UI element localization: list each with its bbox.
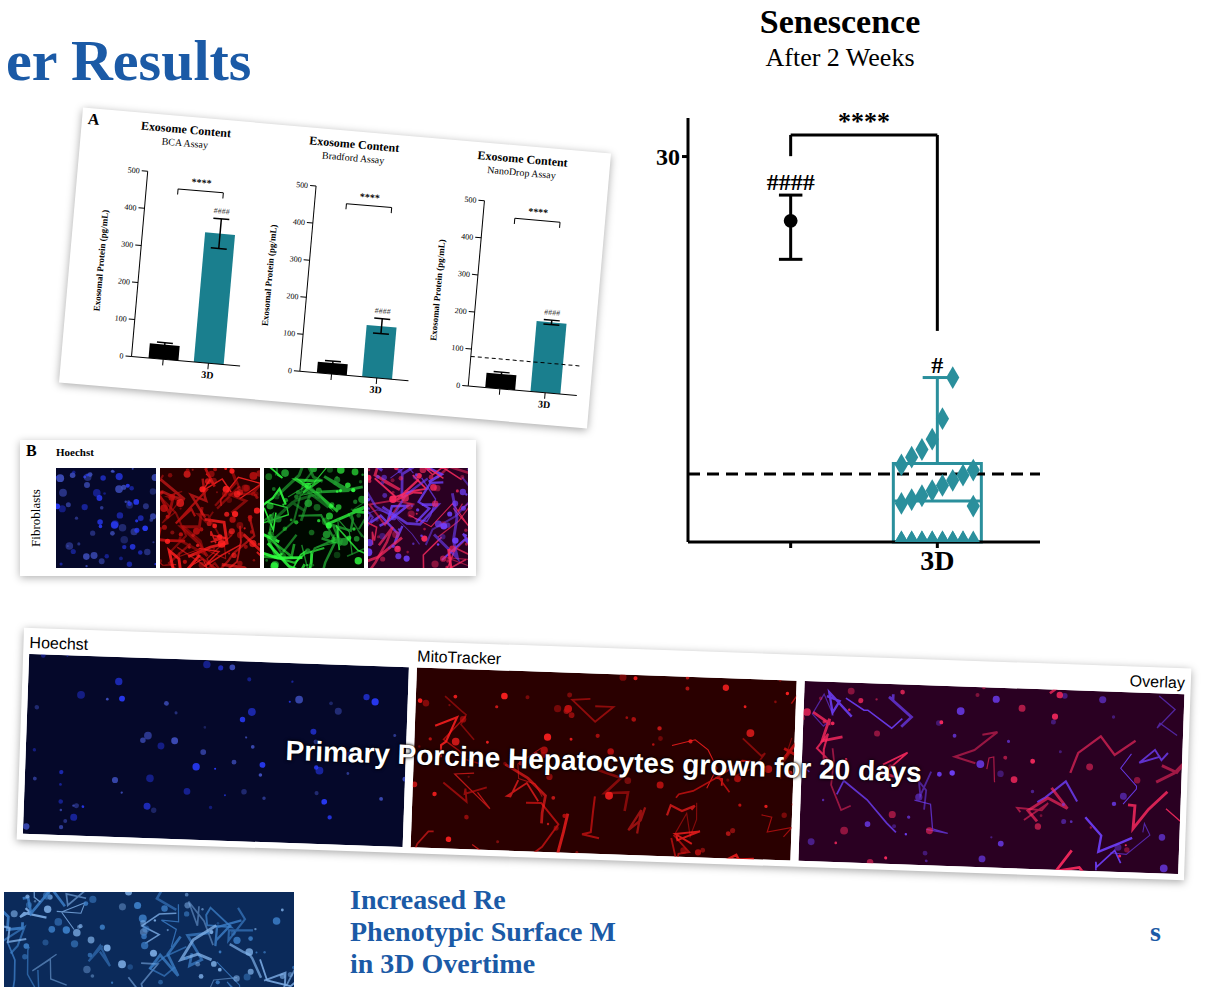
svg-text:Exosomal Protein (pg/mL): Exosomal Protein (pg/mL) (428, 239, 447, 341)
svg-text:30: 30 (656, 144, 680, 170)
svg-text:####: #### (374, 306, 391, 316)
html-text:Exosome Content: Exosome Content (308, 133, 400, 156)
svg-text:300: 300 (289, 254, 302, 264)
svg-text:500: 500 (464, 195, 477, 205)
html-text:Increased Re: Increased Re (350, 884, 506, 915)
svg-text:3D: 3D (920, 545, 954, 576)
html-text:Hoechst: Hoechst (56, 446, 94, 458)
html-text:s: s (1150, 916, 1161, 947)
svg-text:3D: 3D (538, 398, 551, 410)
svg-text:####: #### (213, 206, 230, 216)
html-text:Fibroblasts: Fibroblasts (28, 489, 43, 547)
svg-text:200: 200 (286, 291, 299, 301)
svg-text:500: 500 (127, 165, 140, 175)
svg-text:200: 200 (118, 277, 131, 287)
html-text:Bradford Assay: Bradford Assay (321, 149, 385, 166)
svg-text:Exosomal Protein (pg/mL): Exosomal Protein (pg/mL) (92, 209, 111, 311)
svg-text:500: 500 (296, 180, 309, 190)
html-text:in 3D Overtime: in 3D Overtime (350, 948, 536, 979)
svg-text:400: 400 (292, 217, 305, 227)
html-text:NanoDrop Assay: NanoDrop Assay (486, 163, 557, 181)
svg-text:3D: 3D (369, 384, 382, 396)
svg-text:0: 0 (287, 366, 292, 375)
svg-text:****: **** (191, 176, 212, 189)
svg-text:400: 400 (461, 232, 474, 242)
svg-text:100: 100 (283, 328, 296, 338)
html-text:After 2 Weeks: After 2 Weeks (765, 43, 915, 72)
html-text:Exosome Content: Exosome Content (477, 148, 569, 170)
html-text:MitoTracker: MitoTracker (417, 647, 502, 668)
html-text:BCA Assay: BCA Assay (161, 135, 209, 151)
svg-text:****: **** (528, 206, 549, 219)
html-text:A: A (87, 109, 101, 128)
html-text:Primary Porcine Hepatocytes gr: Primary Porcine Hepatocytes grown for 20… (285, 734, 923, 789)
svg-text:100: 100 (451, 343, 464, 353)
svg-text:0: 0 (456, 381, 461, 390)
svg-text:200: 200 (454, 306, 467, 316)
html-text:Phenotypic Surface M: Phenotypic Surface M (350, 916, 616, 947)
svg-text:****: **** (359, 191, 380, 204)
svg-text:3D: 3D (201, 369, 214, 381)
svg-text:****: **** (838, 107, 890, 136)
html-text:Senescence: Senescence (759, 3, 921, 40)
svg-text:Exosomal Protein (pg/mL): Exosomal Protein (pg/mL) (260, 224, 279, 326)
html-text:er Results: er Results (6, 28, 252, 93)
html-text:Hoechst: Hoechst (29, 633, 89, 653)
html-text:Overlay: Overlay (1129, 672, 1186, 692)
svg-text:100: 100 (114, 314, 127, 324)
svg-text:400: 400 (124, 202, 137, 212)
html-text:B: B (26, 442, 37, 459)
svg-text:#: # (931, 352, 943, 378)
svg-text:####: #### (544, 308, 561, 318)
svg-text:####: #### (767, 169, 815, 195)
svg-text:300: 300 (458, 269, 471, 279)
html-text:Exosome Content: Exosome Content (140, 118, 232, 141)
svg-text:300: 300 (121, 240, 134, 250)
svg-text:0: 0 (119, 351, 124, 360)
